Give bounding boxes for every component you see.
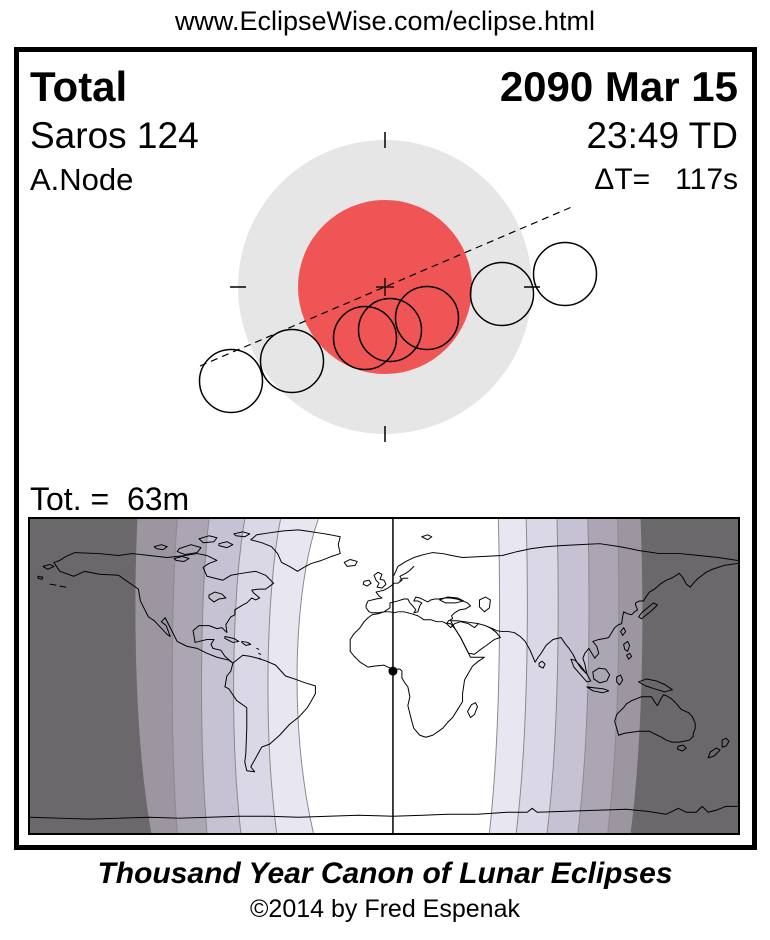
band-east-dark <box>630 519 738 833</box>
coast-asia <box>393 543 739 694</box>
moon-position-u4 <box>469 261 535 327</box>
ecliptic-dashed-line <box>199 205 575 367</box>
shadow-center-cross <box>376 278 394 296</box>
coast-europe <box>362 565 491 625</box>
eclipse-type: Total <box>30 63 128 110</box>
visibility-bands-east <box>489 519 738 833</box>
coast-south-america <box>224 654 316 773</box>
coast-greenland-arctic <box>153 529 433 572</box>
moon-position-u3 <box>394 285 460 351</box>
moon-path-positions <box>198 241 598 414</box>
coast-australia-oceania <box>614 694 730 759</box>
eclipse-card: Total Saros 124 A.Node 2090 Mar 15 23:49… <box>14 47 757 850</box>
moon-position-u2 <box>332 305 398 371</box>
coast-africa <box>349 621 485 738</box>
eclipse-datetime-block: 2090 Mar 15 23:49 TD ΔT= 117s <box>500 62 738 201</box>
moon-position-p1 <box>198 348 264 414</box>
visibility-world-map <box>29 518 739 834</box>
eclipse-geometry-diagram <box>198 132 598 442</box>
coastlines <box>29 529 739 820</box>
canon-title: Thousand Year Canon of Lunar Eclipses <box>97 857 673 890</box>
copyright-notice: ©2014 by Fred Espenak <box>250 895 520 923</box>
totality-duration: Tot. = 63m <box>30 481 190 517</box>
axis-tick-marks <box>230 132 540 442</box>
visibility-map-frame <box>28 517 740 835</box>
eclipse-time: 23:49 TD <box>586 115 738 156</box>
moon-position-greatest <box>357 297 423 363</box>
moon-position-p4 <box>532 241 598 307</box>
saros-series: Saros 124 <box>30 115 199 156</box>
visibility-bands-west <box>30 519 319 833</box>
eclipse-date: 2090 Mar 15 <box>499 63 738 110</box>
coast-antarctica <box>29 805 739 820</box>
eclipse-id-block: Total Saros 124 A.Node <box>30 62 199 201</box>
zenith-point-dot <box>388 666 398 676</box>
node-type: A.Node <box>30 162 134 197</box>
band-west-dark <box>30 519 152 833</box>
page-url: www.EclipseWise.com/eclipse.html <box>174 6 596 36</box>
moon-position-u1 <box>259 328 325 394</box>
delta-t-value: ΔT= 117s <box>594 163 738 196</box>
